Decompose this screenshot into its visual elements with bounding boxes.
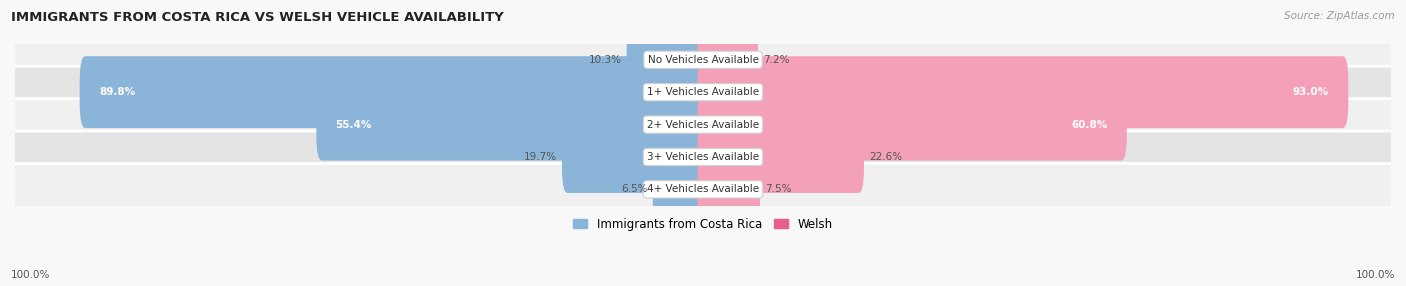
FancyBboxPatch shape [10, 99, 1396, 150]
Text: 89.8%: 89.8% [98, 87, 135, 97]
Text: 4+ Vehicles Available: 4+ Vehicles Available [647, 184, 759, 194]
FancyBboxPatch shape [697, 56, 1348, 128]
Text: Source: ZipAtlas.com: Source: ZipAtlas.com [1284, 11, 1395, 21]
Text: 10.3%: 10.3% [589, 55, 621, 65]
Text: 7.2%: 7.2% [763, 55, 789, 65]
Text: 100.0%: 100.0% [1355, 270, 1395, 280]
FancyBboxPatch shape [627, 24, 709, 96]
Text: 93.0%: 93.0% [1294, 87, 1329, 97]
Text: 3+ Vehicles Available: 3+ Vehicles Available [647, 152, 759, 162]
FancyBboxPatch shape [652, 153, 709, 225]
FancyBboxPatch shape [316, 89, 709, 160]
Text: 19.7%: 19.7% [524, 152, 557, 162]
Text: 7.5%: 7.5% [765, 184, 792, 194]
Text: IMMIGRANTS FROM COSTA RICA VS WELSH VEHICLE AVAILABILITY: IMMIGRANTS FROM COSTA RICA VS WELSH VEHI… [11, 11, 503, 24]
Text: 6.5%: 6.5% [621, 184, 648, 194]
Text: 60.8%: 60.8% [1071, 120, 1108, 130]
Text: 1+ Vehicles Available: 1+ Vehicles Available [647, 87, 759, 97]
FancyBboxPatch shape [80, 56, 709, 128]
FancyBboxPatch shape [10, 164, 1396, 215]
Text: 55.4%: 55.4% [336, 120, 373, 130]
Text: 100.0%: 100.0% [11, 270, 51, 280]
FancyBboxPatch shape [697, 153, 761, 225]
FancyBboxPatch shape [10, 34, 1396, 86]
FancyBboxPatch shape [697, 89, 1126, 160]
Legend: Immigrants from Costa Rica, Welsh: Immigrants from Costa Rica, Welsh [568, 213, 838, 235]
Text: 2+ Vehicles Available: 2+ Vehicles Available [647, 120, 759, 130]
Text: 22.6%: 22.6% [869, 152, 901, 162]
FancyBboxPatch shape [697, 24, 758, 96]
FancyBboxPatch shape [10, 131, 1396, 183]
FancyBboxPatch shape [562, 121, 709, 193]
FancyBboxPatch shape [10, 66, 1396, 118]
Text: No Vehicles Available: No Vehicles Available [648, 55, 758, 65]
FancyBboxPatch shape [697, 121, 865, 193]
